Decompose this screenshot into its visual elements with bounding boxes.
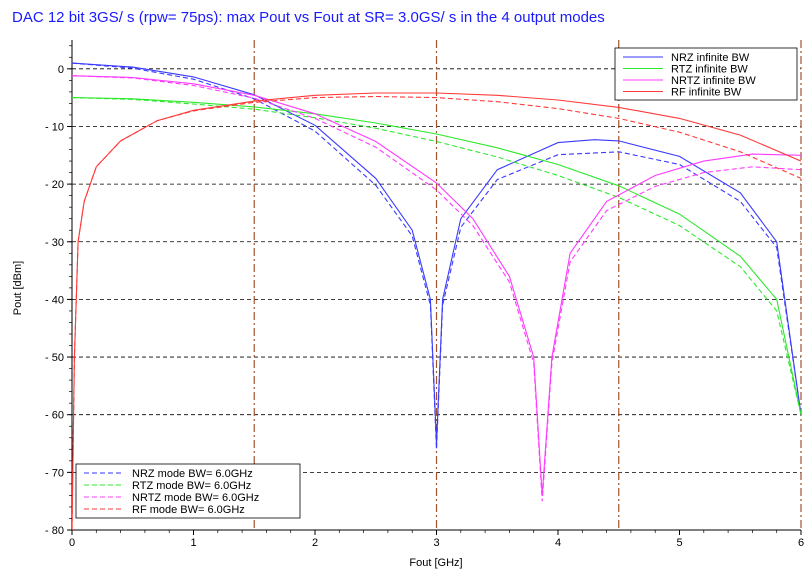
y-tick-label: - 70: [45, 467, 64, 479]
legend-label: RF infinite BW: [671, 87, 742, 99]
x-tick-label: 2: [312, 537, 318, 549]
legend-label: NRTZ mode BW= 6.0GHz: [132, 492, 259, 504]
x-tick-label: 6: [798, 537, 804, 549]
legend-label: RTZ mode BW= 6.0GHz: [132, 480, 251, 492]
legend-label: NRTZ infinite BW: [671, 75, 756, 87]
legend-label: RTZ infinite BW: [671, 64, 748, 76]
x-tick-label: 0: [69, 537, 75, 549]
series-line-nrtz-mode-bw-6-0ghz: [72, 75, 801, 502]
legend-label: NRZ mode BW= 6.0GHz: [132, 468, 253, 480]
y-tick-label: - 20: [45, 179, 64, 191]
plot-area: 0 1 2 3 4 5 6 0 - 10 - 20 - 30 - 40 - 50 - 60 - 70 - 80: [45, 40, 804, 549]
chart-title: DAC 12 bit 3GS/ s (rpw= 75ps): max Pout …: [12, 9, 605, 26]
x-tick-label: 4: [555, 537, 561, 549]
series-line-rf-mode-bw-6-0ghz: [72, 95, 801, 530]
y-tick-label: 0: [58, 64, 64, 76]
legend-label: NRZ infinite BW: [671, 52, 750, 64]
x-tick-label: 3: [433, 537, 439, 549]
legend-label: RF mode BW= 6.0GHz: [132, 504, 245, 516]
x-tick-label: 5: [676, 537, 682, 549]
y-tick-label: - 30: [45, 237, 64, 249]
y-tick-label: - 40: [45, 294, 64, 306]
legend-box: [75, 463, 301, 519]
series-line-nrz-mode-bw-6-0ghz: [72, 62, 801, 450]
y-tick-label: - 10: [45, 121, 64, 133]
x-tick-label: 1: [190, 537, 196, 549]
y-tick-label: - 60: [45, 410, 64, 422]
series-line-rtz-infinite-bw: [72, 97, 801, 415]
y-tick-label: - 50: [45, 352, 64, 364]
series-line-rtz-mode-bw-6-0ghz: [72, 97, 801, 415]
y-tick-label: - 80: [45, 525, 64, 537]
series-line-nrtz-infinite-bw: [72, 75, 801, 496]
y-axis-label: Pout [dBm]: [12, 261, 24, 315]
x-axis-label: Fout [GHz]: [409, 557, 462, 569]
